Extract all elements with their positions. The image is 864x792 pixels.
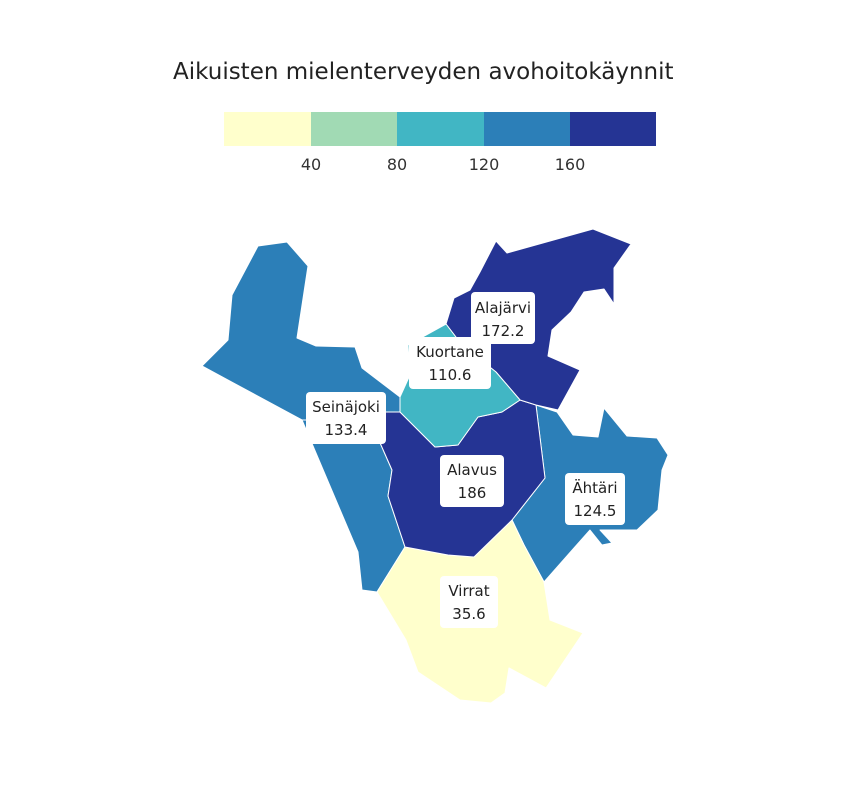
label-name-seinajoki: Seinäjoki	[312, 398, 380, 416]
municipality-regions	[201, 228, 669, 704]
color-legend: 40 80 120 160	[224, 112, 656, 174]
legend-tick-80: 80	[387, 155, 407, 174]
label-box-kuortane	[409, 337, 491, 389]
label-value-alavus: 186	[458, 484, 487, 502]
legend-tick-120: 120	[469, 155, 500, 174]
label-name-virrat: Virrat	[448, 582, 489, 600]
region-labels: Alajärvi 172.2 Kuortane 110.6 Seinäjoki …	[306, 292, 625, 628]
label-box-virrat	[440, 576, 498, 628]
label-box-seinajoki	[306, 392, 386, 444]
label-box-alajarvi	[471, 292, 535, 344]
label-name-ahtari: Ähtäri	[572, 478, 617, 497]
label-box-alavus	[440, 455, 504, 507]
label-name-alavus: Alavus	[447, 461, 497, 479]
legend-tick-40: 40	[301, 155, 321, 174]
legend-swatch-3	[397, 112, 484, 146]
legend-swatch-4	[484, 112, 570, 146]
label-box-ahtari	[565, 473, 625, 525]
label-alavus: Alavus 186	[440, 455, 504, 507]
legend-swatch-1	[224, 112, 311, 146]
region-alajarvi	[445, 228, 632, 411]
label-alajarvi: Alajärvi 172.2	[471, 292, 535, 344]
label-value-kuortane: 110.6	[429, 366, 472, 384]
label-value-ahtari: 124.5	[574, 502, 617, 520]
label-ahtari: Ähtäri 124.5	[565, 473, 625, 525]
map-title: Aikuisten mielenterveyden avohoitokäynni…	[173, 59, 674, 85]
label-virrat: Virrat 35.6	[440, 576, 498, 628]
legend-swatch-2	[311, 112, 397, 146]
label-value-virrat: 35.6	[452, 605, 485, 623]
label-name-alajarvi: Alajärvi	[475, 299, 531, 317]
label-seinajoki: Seinäjoki 133.4	[306, 392, 386, 444]
label-value-seinajoki: 133.4	[325, 421, 368, 439]
legend-swatch-5	[570, 112, 656, 146]
legend-tick-160: 160	[555, 155, 586, 174]
label-value-alajarvi: 172.2	[482, 322, 525, 340]
label-kuortane: Kuortane 110.6	[409, 337, 491, 389]
label-name-kuortane: Kuortane	[416, 343, 484, 361]
